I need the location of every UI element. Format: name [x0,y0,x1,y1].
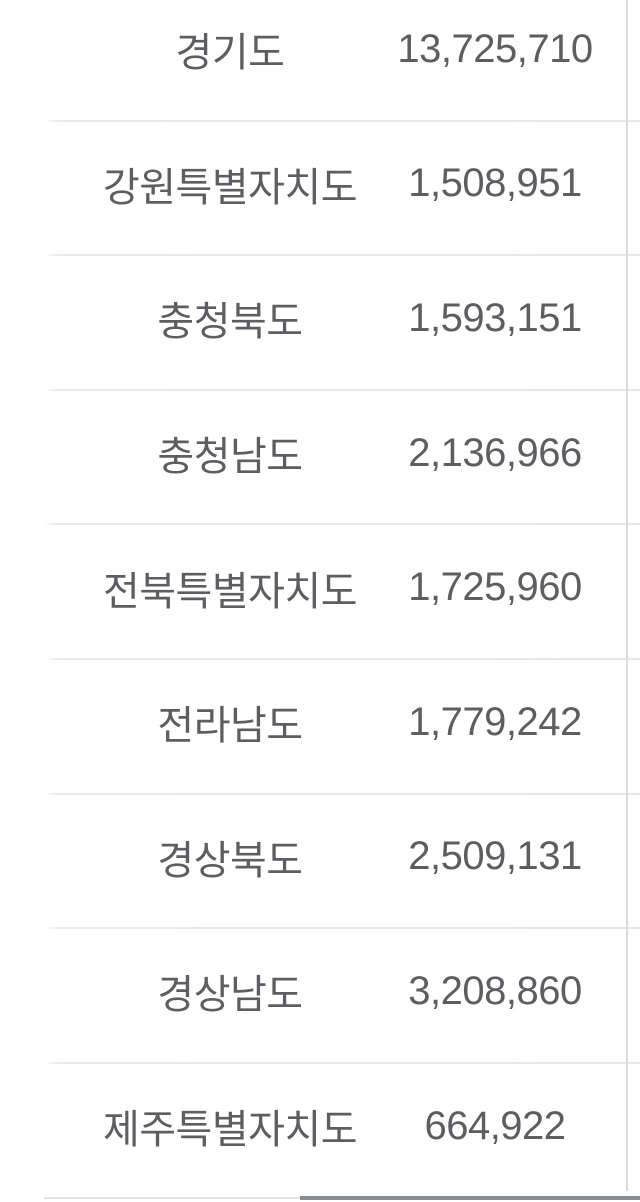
table-row: 경기도 13,725,710 [0,0,640,122]
region-name: 경상북도 [157,838,303,883]
table-row: 경상북도 2,509,131 [0,795,640,930]
population-value: 2,509,131 [408,834,582,879]
population-value: 2,136,966 [408,430,582,475]
population-value: 664,922 [424,1103,566,1148]
column-divider [626,0,628,1191]
region-name: 충청남도 [157,435,303,480]
population-value: 13,725,710 [397,26,593,71]
region-name: 전라남도 [157,704,303,749]
table-row: 충청남도 2,136,966 [0,391,640,526]
population-value: 1,508,951 [408,161,582,206]
region-name: 강원특별자치도 [102,165,358,210]
table-row: 제주특별자치도 664,922 [0,1064,640,1199]
region-name: 제주특별자치도 [102,1108,358,1153]
region-name: 전북특별자치도 [102,569,358,614]
region-name: 충청북도 [157,300,303,345]
table-row: 강원특별자치도 1,508,951 [0,122,640,257]
population-value: 1,779,242 [408,699,582,744]
region-name: 경상남도 [157,973,303,1018]
table-row: 경상남도 3,208,860 [0,929,640,1064]
table-row: 전라남도 1,779,242 [0,660,640,795]
table-row: 충청북도 1,593,151 [0,256,640,391]
population-value: 1,593,151 [408,295,582,340]
table-bottom-border-left [44,1197,300,1199]
region-name: 경기도 [175,31,285,76]
table-row: 전북특별자치도 1,725,960 [0,525,640,660]
population-value: 3,208,860 [408,968,582,1013]
table-bottom-border-right [300,1196,640,1200]
population-value: 1,725,960 [408,565,582,610]
